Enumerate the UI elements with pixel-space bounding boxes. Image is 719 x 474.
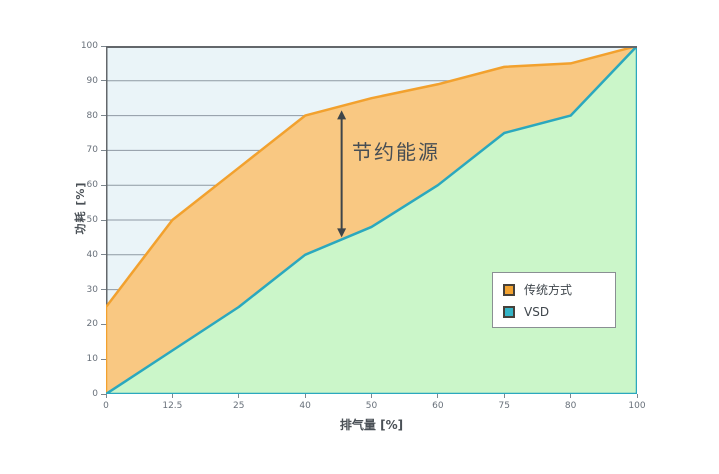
legend-label-traditional: 传统方式 (524, 283, 573, 297)
energy-saving-annotation: 节约能源 (352, 140, 440, 164)
x-tick-label: 100 (628, 401, 646, 411)
y-tick-label: 10 (86, 354, 98, 365)
y-tick-mark (101, 115, 106, 117)
x-tick-mark (105, 394, 107, 398)
legend: 传统方式 VSD (492, 272, 616, 328)
y-tick-label: 40 (86, 249, 98, 260)
y-tick-label: 60 (86, 180, 98, 191)
x-tick-mark (636, 394, 638, 398)
legend-item-vsd: VSD (503, 305, 605, 319)
arrow-head-up-icon (337, 110, 347, 120)
x-axis-title: 排气量 [%] (339, 418, 404, 432)
x-tick-mark (304, 394, 306, 398)
x-tick-mark (171, 394, 173, 398)
y-tick-label: 90 (86, 75, 98, 86)
x-tick-mark (371, 394, 372, 398)
x-tick-label: 60 (432, 401, 444, 411)
x-tick-mark (437, 394, 439, 398)
y-tick-mark (101, 80, 106, 82)
y-tick-mark (101, 358, 106, 360)
legend-marker-vsd-icon (503, 306, 515, 318)
y-tick-label: 20 (86, 319, 98, 330)
y-tick-mark (101, 254, 106, 256)
y-tick-mark (101, 323, 106, 325)
y-tick-label: 70 (86, 145, 98, 156)
y-tick-mark (101, 393, 106, 395)
y-tick-label: 80 (86, 110, 98, 121)
legend-label-vsd: VSD (524, 305, 550, 319)
arrow-head-down-icon (337, 228, 347, 238)
x-tick-mark (570, 394, 572, 398)
x-tick-mark (503, 394, 505, 398)
x-tick-label: 0 (103, 401, 109, 411)
y-tick-label: 30 (86, 284, 98, 295)
x-tick-label: 80 (564, 401, 577, 411)
y-tick-label: 50 (86, 215, 98, 225)
x-tick-label: 40 (299, 401, 311, 411)
plot-area: 0 10 20 30 40 50 60 70 80 90 100 0 12.5 25 40 50 60 75 80 1… (81, 41, 646, 411)
y-tick-mark (101, 289, 106, 291)
x-tick-label: 25 (233, 401, 245, 411)
y-tick-label: 0 (92, 389, 98, 399)
x-tick-label: 50 (365, 401, 378, 411)
area-chart (106, 46, 637, 394)
y-tick-mark (101, 149, 106, 151)
y-tick-mark (101, 219, 106, 221)
legend-item-traditional: 传统方式 (503, 281, 605, 298)
x-tick-label: 12.5 (162, 401, 183, 411)
x-tick-mark (238, 394, 240, 398)
y-tick-mark (101, 184, 106, 186)
x-tick-label: 75 (498, 401, 510, 411)
y-tick-mark (101, 45, 106, 47)
legend-marker-traditional-icon (503, 283, 515, 296)
y-tick-label: 100 (80, 41, 98, 51)
